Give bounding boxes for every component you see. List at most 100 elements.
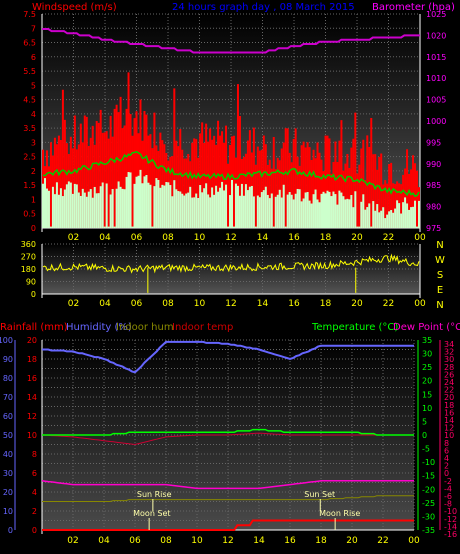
- dew-point-tick-label: -14: [444, 522, 457, 531]
- temperature-tick-label: 20: [422, 377, 432, 386]
- x-tick-label: 08: [162, 233, 174, 243]
- dew-point-tick-label: 12: [444, 424, 454, 433]
- y-tick-label: 1.5: [23, 181, 36, 190]
- temperature-tick-label: 5: [422, 417, 427, 426]
- compass-label: N: [436, 240, 443, 251]
- dew-point-tick-label: -8: [444, 500, 452, 509]
- humidity-tick-label: 20: [3, 488, 13, 497]
- y2-tick-label: 1000: [426, 117, 446, 126]
- x-tick-label: 04: [99, 233, 111, 243]
- dew-point-tick-label: -10: [444, 507, 457, 516]
- rain-tick-label: 10: [27, 431, 37, 440]
- y-tick-label: 6.5: [23, 39, 36, 48]
- rain-tick-label: 4: [32, 488, 37, 497]
- x-tick-label: 00: [408, 536, 420, 546]
- indoor-temp-line: [41, 432, 414, 446]
- x-tick-label: 22: [383, 299, 394, 309]
- humidity-tick-label: 40: [3, 450, 13, 459]
- y2-tick-label: 990: [426, 160, 441, 169]
- legend-rainfall: Rainfall (mm): [0, 322, 68, 333]
- y-tick-label: 3: [31, 138, 36, 147]
- dew-point-tick-label: 0: [444, 469, 449, 478]
- compass-label: W: [435, 255, 445, 266]
- humidity-line: [42, 340, 414, 374]
- temperature-tick-label: 0: [422, 431, 427, 440]
- x-tick-label: 02: [68, 299, 79, 309]
- dew-point-line: [41, 480, 414, 490]
- y2-tick-label: 980: [426, 203, 441, 212]
- x-tick-label: 18: [315, 536, 327, 546]
- dew-point-tick-label: 4: [444, 454, 449, 463]
- temperature-tick-label: 15: [422, 390, 432, 399]
- dew-point-tick-label: 30: [444, 355, 454, 364]
- temperature-tick-label: -5: [422, 445, 430, 454]
- dew-point-tick-label: -4: [444, 484, 452, 493]
- temperature-tick-label: -30: [422, 512, 435, 521]
- humidity-tick-label: 30: [3, 469, 13, 478]
- y2-tick-label: 1015: [426, 53, 446, 62]
- y-tick-label: 0: [31, 290, 36, 299]
- legend-temperature: Temperature (°C): [311, 322, 398, 333]
- x-tick-label: 14: [253, 536, 265, 546]
- y2-tick-label: 975: [426, 224, 441, 233]
- humidity-tick-label: 0: [8, 526, 13, 535]
- legend-humidity: Humidity (%): [66, 322, 132, 333]
- x-tick-label: 02: [67, 536, 78, 546]
- dew-point-tick-label: 22: [444, 386, 454, 395]
- legend-indoor-temp: Indoor temp: [172, 322, 233, 333]
- y2-tick-label: 985: [426, 181, 441, 190]
- x-tick-label: 22: [383, 233, 394, 243]
- humidity-tick-label: 70: [3, 393, 13, 402]
- humidity-tick-label: 60: [3, 412, 13, 421]
- temperature-tick-label: -25: [422, 499, 435, 508]
- y-tick-label: 4: [31, 110, 36, 119]
- x-tick-label: 18: [320, 233, 332, 243]
- x-tick-label: 20: [351, 233, 363, 243]
- dew-point-tick-label: -6: [444, 492, 452, 501]
- dew-point-tick-label: 10: [444, 431, 454, 440]
- moon-rise-label: Moon Rise: [319, 509, 360, 518]
- rain-tick-label: 14: [27, 393, 37, 402]
- x-tick-label: 10: [191, 536, 203, 546]
- compass-label: E: [437, 285, 443, 296]
- y-tick-label: 2: [31, 167, 36, 176]
- compass-label: S: [437, 270, 443, 281]
- humidity-tick-label: 10: [3, 507, 13, 516]
- y-tick-label: 1: [31, 195, 36, 204]
- y-tick-label: 7: [31, 24, 36, 33]
- graph-title: 24 hours graph day , 08 March 2015: [172, 2, 355, 13]
- dew-point-tick-label: -2: [444, 477, 452, 486]
- y-tick-label: 180: [21, 265, 36, 274]
- y-tick-label: 90: [26, 278, 36, 287]
- x-tick-label: 16: [288, 299, 300, 309]
- legend-indoor-hum: Indoor hum: [116, 322, 174, 333]
- compass-label: N: [436, 300, 443, 311]
- y-tick-label: 0.5: [23, 210, 36, 219]
- x-tick-label: 00: [414, 233, 426, 243]
- barometer-label: Barometer (hpa): [372, 2, 455, 13]
- dew-point-tick-label: 20: [444, 393, 454, 402]
- y-tick-label: 3.5: [23, 124, 36, 133]
- temperature-tick-label: -10: [422, 458, 435, 467]
- dew-point-tick-label: -16: [444, 530, 457, 539]
- dew-point-tick-label: 2: [444, 462, 449, 471]
- x-tick-label: 10: [194, 299, 206, 309]
- x-tick-label: 14: [257, 233, 269, 243]
- y-tick-label: 6: [31, 53, 36, 62]
- y-tick-label: 4.5: [23, 96, 36, 105]
- y-tick-label: 270: [21, 253, 36, 262]
- dew-point-tick-label: 16: [444, 408, 454, 417]
- humidity-temperature-panel: 1009080706050403020100201816141210864203…: [0, 336, 457, 546]
- y2-tick-label: 1010: [426, 74, 446, 83]
- temperature-tick-label: 10: [422, 404, 432, 413]
- dew-point-tick-label: 26: [444, 370, 454, 379]
- x-tick-label: 06: [129, 536, 141, 546]
- rain-tick-label: 20: [27, 336, 37, 345]
- rain-tick-label: 8: [32, 450, 37, 459]
- temperature-tick-label: 35: [422, 336, 432, 345]
- wind-average-line: [42, 150, 420, 198]
- x-tick-label: 08: [160, 536, 172, 546]
- dew-point-tick-label: 18: [444, 401, 454, 410]
- humidity-tick-label: 100: [0, 336, 13, 345]
